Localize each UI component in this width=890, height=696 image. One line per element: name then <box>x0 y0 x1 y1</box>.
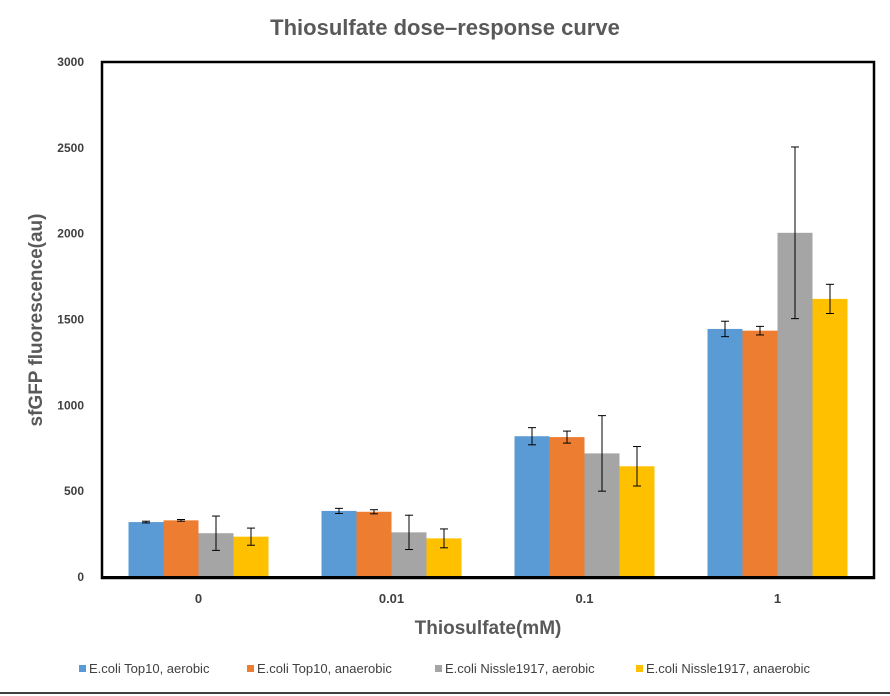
bar <box>321 510 357 577</box>
bar <box>356 511 392 577</box>
y-tick-label: 2000 <box>57 227 84 241</box>
x-axis-ticks: 0 0.01 0.1 1 <box>195 591 781 606</box>
y-axis-label: sfGFP fluorescence(au) <box>26 214 47 427</box>
x-tick-label: 1 <box>774 591 781 606</box>
legend-label: E.coli Top10, aerobic <box>89 661 210 676</box>
bar <box>163 520 199 577</box>
y-axis-ticks: 0 500 1000 1500 2000 2500 3000 <box>57 55 84 584</box>
legend-label: E.coli Nissle1917, anaerobic <box>646 661 811 676</box>
x-tick-label: 0.1 <box>575 591 593 606</box>
legend-swatch <box>636 665 643 672</box>
legend-swatch <box>247 665 254 672</box>
bar <box>549 437 585 577</box>
y-tick-label: 500 <box>64 484 84 498</box>
x-axis-label: Thiosulfate(mM) <box>415 618 562 639</box>
y-tick-label: 1500 <box>57 313 84 327</box>
y-tick-label: 2500 <box>57 141 84 155</box>
x-tick-label: 0.01 <box>379 591 404 606</box>
legend-swatch <box>435 665 442 672</box>
bar <box>128 522 164 577</box>
y-tick-label: 1000 <box>57 398 84 412</box>
legend-label: E.coli Top10, anaerobic <box>257 661 392 676</box>
error-bars <box>142 146 834 551</box>
legend-swatch <box>79 665 86 672</box>
legend: E.coli Top10, aerobic E.coli Top10, anaer… <box>79 661 811 676</box>
bar <box>742 330 778 577</box>
legend-label: E.coli Nissle1917, aerobic <box>445 661 595 676</box>
y-tick-label: 0 <box>77 570 84 584</box>
bar <box>514 436 550 577</box>
x-tick-label: 0 <box>195 591 202 606</box>
chart-title: Thiosulfate dose–response curve <box>270 15 620 40</box>
bar <box>812 298 848 577</box>
y-tick-label: 3000 <box>57 55 84 69</box>
bars <box>128 232 848 577</box>
bar <box>707 328 743 577</box>
